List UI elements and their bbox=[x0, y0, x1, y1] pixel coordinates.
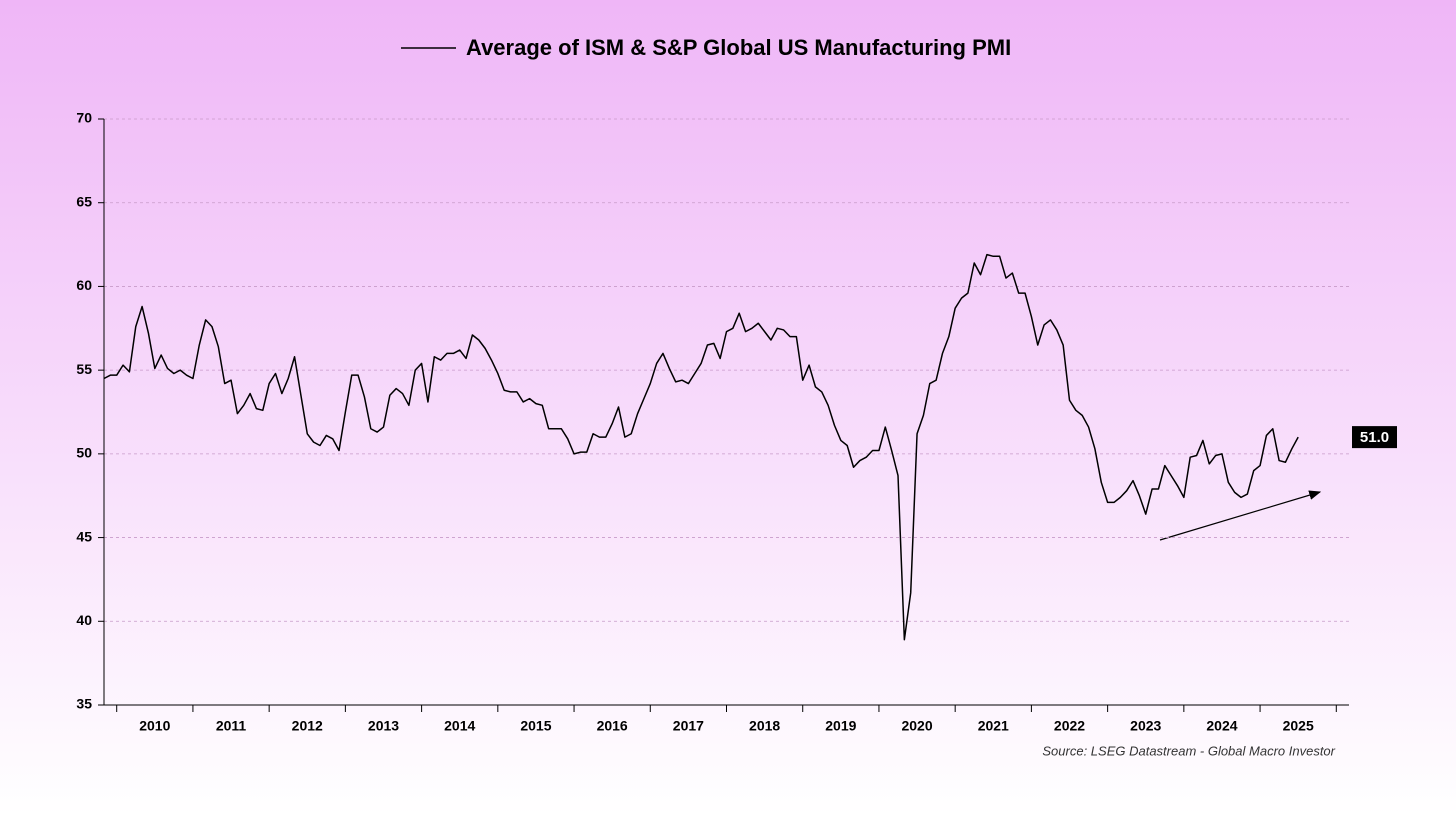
x-tick-label: 2012 bbox=[292, 718, 323, 734]
x-tick-label: 2016 bbox=[597, 718, 628, 734]
y-tick-label: 35 bbox=[76, 696, 92, 712]
trend-arrow bbox=[1159, 490, 1322, 541]
y-tick-label: 45 bbox=[76, 528, 92, 544]
end-label-box bbox=[1352, 426, 1397, 449]
x-tick-label: 2023 bbox=[1130, 718, 1161, 734]
y-tick-label: 50 bbox=[76, 445, 92, 461]
line-series bbox=[103, 253, 1299, 641]
x-tick-label: 2017 bbox=[673, 718, 704, 734]
x-tick-label: 2019 bbox=[825, 718, 856, 734]
x-tick-label: 2013 bbox=[368, 718, 399, 734]
x-tick-label: 2011 bbox=[216, 718, 247, 734]
x-tick-label: 2010 bbox=[139, 718, 170, 734]
end-label: 51.0 bbox=[1360, 429, 1389, 446]
y-tick-label: 65 bbox=[76, 193, 92, 209]
x-tick-label: 2022 bbox=[1054, 718, 1085, 734]
y-tick-label: 60 bbox=[76, 277, 92, 293]
y-tick-label: 70 bbox=[76, 110, 92, 126]
x-tick-label: 2018 bbox=[749, 718, 780, 734]
x-tick-label: 2021 bbox=[978, 718, 1009, 734]
x-tick-label: 2015 bbox=[520, 718, 551, 734]
x-tick-label: 2014 bbox=[444, 718, 475, 734]
legend-label: Average of ISM & S&P Global US Manufactu… bbox=[466, 35, 1011, 60]
x-tick-label: 2025 bbox=[1283, 718, 1314, 734]
y-tick-label: 55 bbox=[76, 361, 92, 377]
x-tick-label: 2020 bbox=[901, 718, 932, 734]
x-tick-label: 2024 bbox=[1206, 718, 1237, 734]
source: Source: LSEG Datastream - Global Macro I… bbox=[1042, 743, 1335, 758]
y-tick-label: 40 bbox=[76, 612, 92, 628]
